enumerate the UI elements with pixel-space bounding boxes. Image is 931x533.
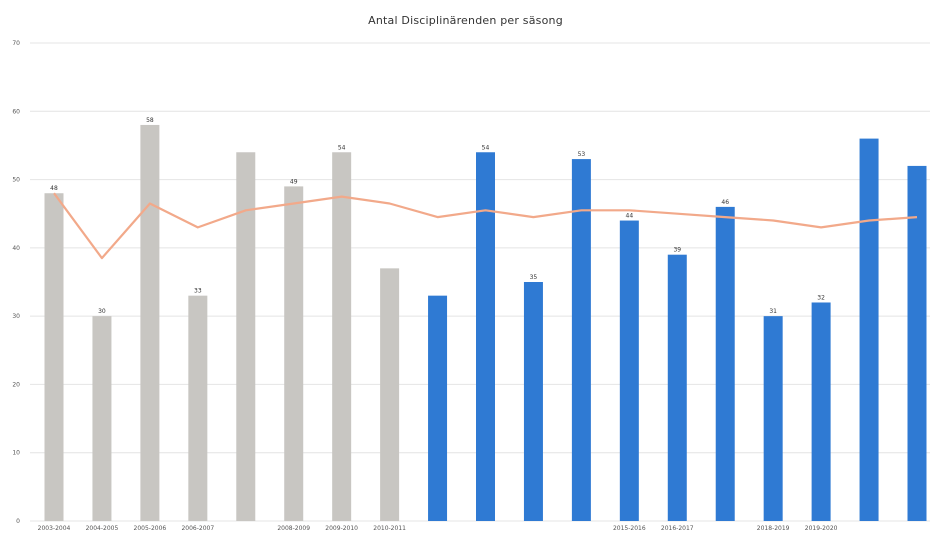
- y-tick-label: 0: [16, 518, 20, 525]
- x-tick-label: 2004-2005: [86, 525, 119, 532]
- bar: [380, 268, 400, 521]
- bar: [859, 138, 879, 521]
- bar: [763, 316, 783, 521]
- bar: [236, 152, 256, 521]
- bar: [811, 302, 831, 521]
- y-tick-label: 60: [12, 108, 20, 115]
- bar: [715, 206, 735, 521]
- bar: [619, 220, 639, 522]
- bar: [907, 165, 927, 521]
- bar: [92, 316, 112, 521]
- data-label: 54: [482, 144, 490, 151]
- data-label: 46: [721, 199, 729, 206]
- data-label: 48: [50, 185, 58, 192]
- y-tick-label: 40: [12, 245, 20, 252]
- x-tick-label: 2019-2020: [805, 525, 838, 532]
- bar: [332, 152, 352, 521]
- y-tick-label: 30: [12, 313, 20, 320]
- data-label: 35: [530, 274, 538, 281]
- x-tick-label: 2006-2007: [181, 525, 214, 532]
- bar: [667, 254, 687, 521]
- data-label: 30: [98, 308, 106, 315]
- bar: [284, 186, 304, 521]
- y-tick-label: 70: [12, 40, 20, 47]
- bar: [571, 159, 591, 522]
- bar: [188, 295, 208, 521]
- x-tick-label: 2005-2006: [134, 525, 167, 532]
- bar: [140, 124, 160, 521]
- x-tick-label: 2009-2010: [325, 525, 358, 532]
- data-label: 54: [338, 144, 346, 151]
- bar: [523, 282, 543, 521]
- data-label: 49: [290, 178, 298, 185]
- data-label: 44: [626, 213, 634, 220]
- bar: [44, 193, 64, 521]
- x-tick-label: 2015-2016: [613, 525, 646, 532]
- data-label: 53: [578, 151, 586, 158]
- y-tick-label: 20: [12, 381, 20, 388]
- data-label: 39: [673, 247, 681, 254]
- x-tick-label: 2010-2011: [373, 525, 406, 532]
- chart-title: Antal Disciplinärenden per säsong: [368, 14, 563, 27]
- average-line: [53, 192, 918, 260]
- data-label: 32: [817, 294, 825, 301]
- bar: [476, 152, 495, 521]
- x-tick-label: 2016-2017: [661, 525, 694, 532]
- x-tick-label: 2003-2004: [38, 525, 71, 532]
- bar: [428, 295, 448, 521]
- y-tick-label: 50: [12, 177, 20, 184]
- x-tick-label: 2018-2019: [757, 525, 790, 532]
- data-label: 58: [146, 117, 154, 124]
- x-tick-label: 2008-2009: [277, 525, 310, 532]
- y-tick-label: 10: [12, 450, 20, 457]
- data-label: 31: [769, 308, 777, 315]
- data-label: 33: [194, 288, 202, 295]
